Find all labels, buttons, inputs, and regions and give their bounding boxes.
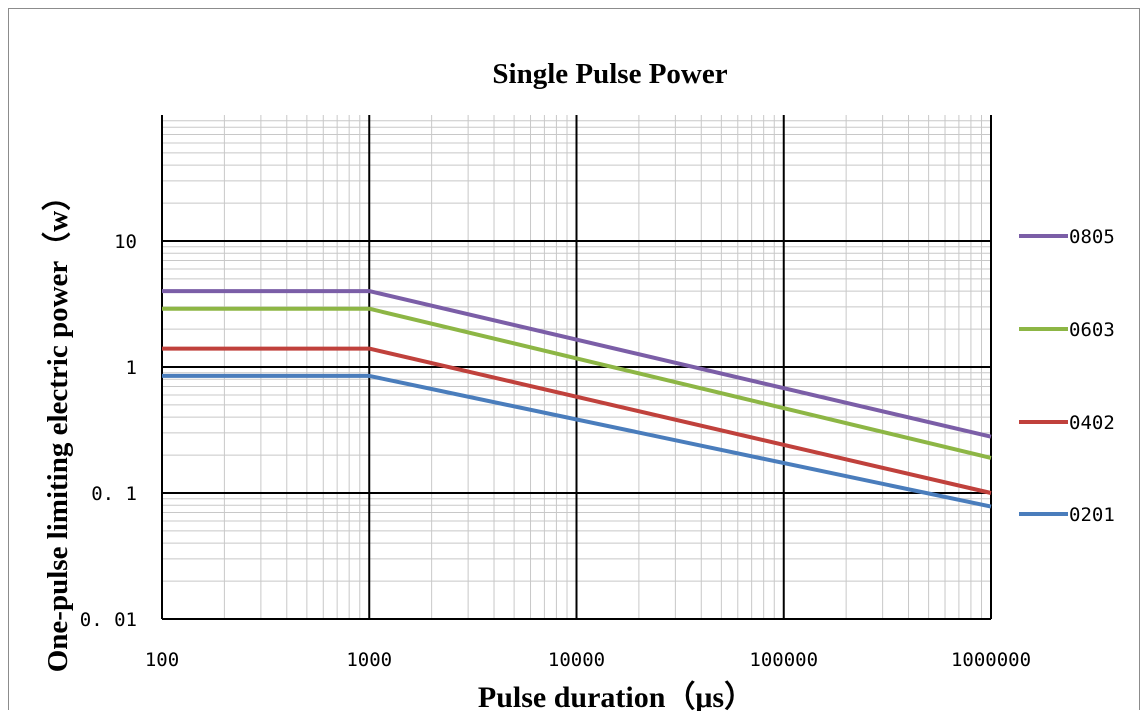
x-axis-label: Pulse duration（μs） [478, 680, 754, 711]
y-tick-label: 1 [126, 357, 137, 379]
legend-label-0402: 0402 [1069, 412, 1115, 434]
y-tick-labels: 0. 01 0. 1 1 10 [80, 231, 137, 631]
x-tick-label: 100 [145, 649, 179, 671]
x-tick-label: 1000 [346, 649, 392, 671]
series-lines [162, 289, 992, 509]
legend-label-0201: 0201 [1069, 504, 1115, 526]
series-line-0201 [162, 373, 992, 509]
y-tick-label: 10 [114, 231, 137, 253]
y-axis-label: One-pulse limiting electric power（w） [41, 182, 74, 673]
y-tick-label: 0. 1 [91, 483, 137, 505]
y-tick-label: 0. 01 [80, 609, 137, 631]
series-line-0402 [162, 346, 992, 495]
x-tick-label: 1000000 [951, 649, 1031, 671]
chart-title: Single Pulse Power [492, 58, 727, 90]
x-tick-labels: 100 1000 10000 100000 1000000 [145, 649, 1031, 671]
legend-label-0805: 0805 [1069, 226, 1115, 248]
series-line-0603 [162, 306, 992, 460]
x-tick-label: 100000 [749, 649, 818, 671]
x-tick-label: 10000 [548, 649, 605, 671]
major-gridlines [161, 115, 992, 620]
legend: 0805 0603 0402 0201 [1019, 226, 1115, 526]
chart-svg: Single Pulse Power 100 1000 10000 100000 100… [41, 58, 1115, 711]
legend-label-0603: 0603 [1069, 319, 1115, 341]
series-line-0805 [162, 289, 992, 439]
chart-frame: Single Pulse Power 100 1000 10000 100000 100… [8, 8, 1140, 711]
